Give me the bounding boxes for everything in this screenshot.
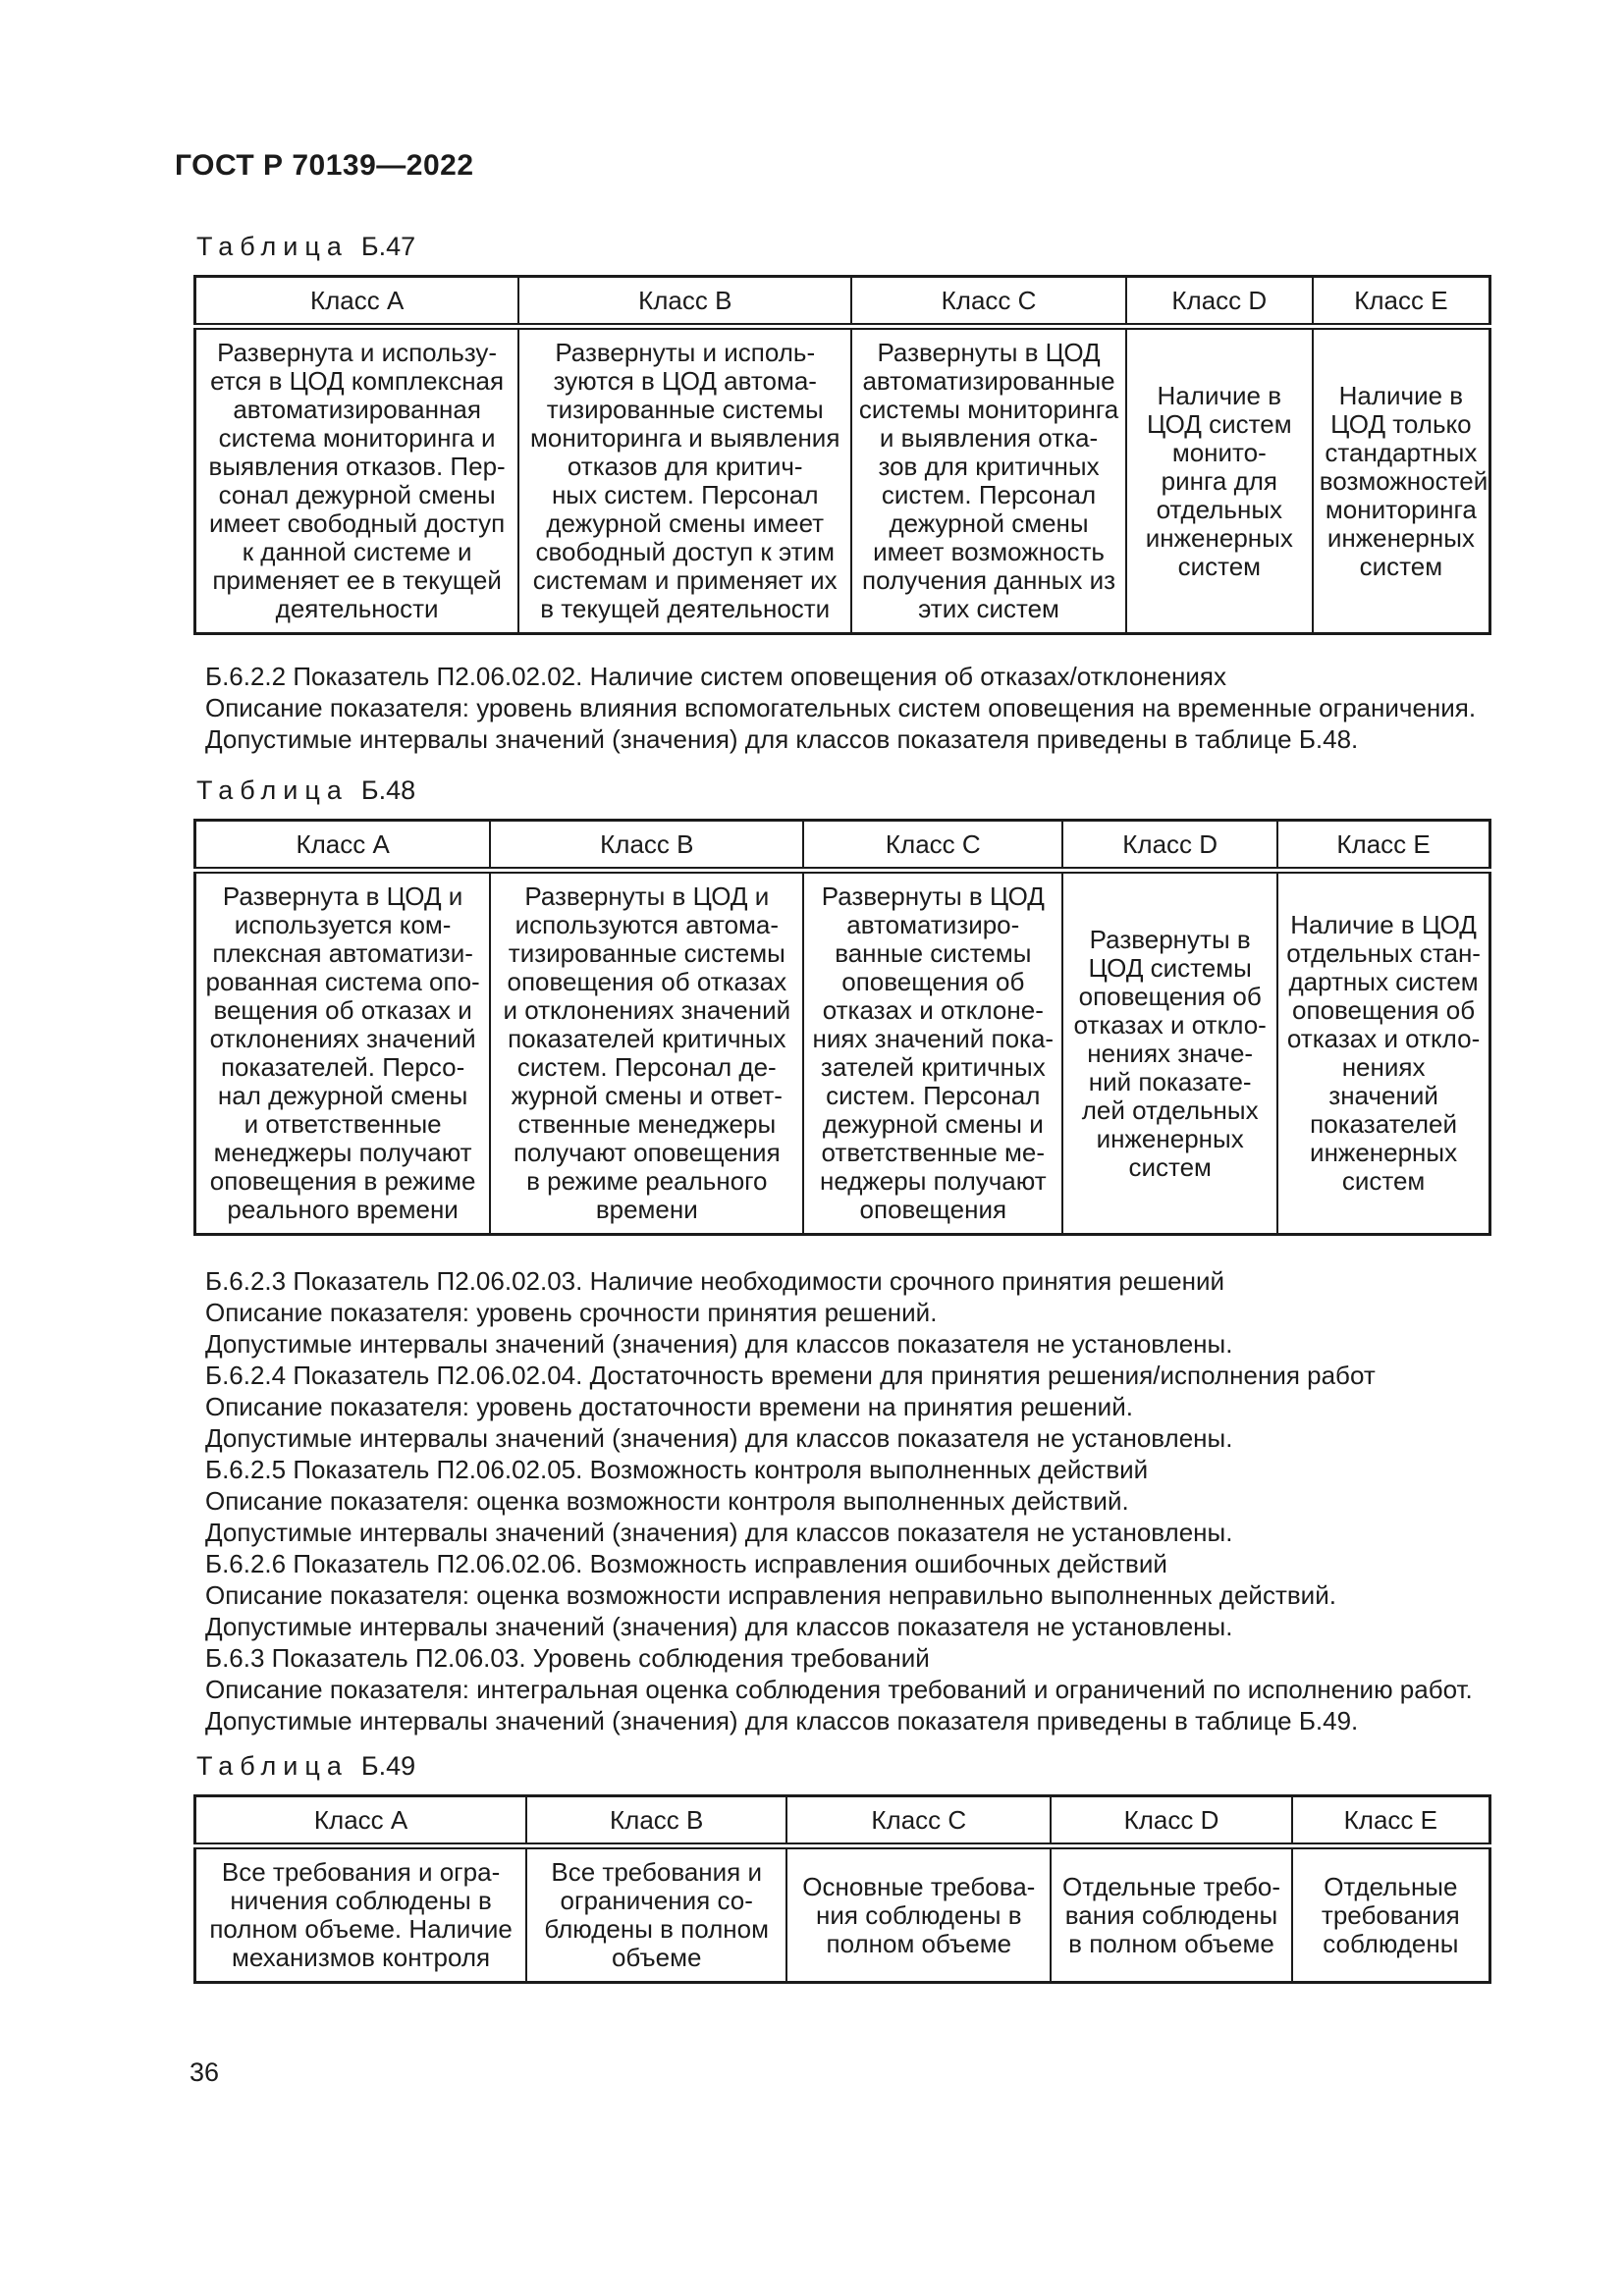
column-header-class-d: Класс D [1124,276,1313,330]
paragraph-line: Описание показателя: интегральная оценка… [205,1675,1473,1704]
cell-class-b: Развернуты и исполь- зуются в ЦОД автома… [517,326,852,634]
section-b623-b63: Б.6.2.3 Показатель П2.06.02.03. Наличие … [0,1265,1624,1736]
cell-class-e: Наличие в ЦОД отдельных стан- дартных си… [1276,870,1490,1235]
table-b48: Класс A Класс B Класс C Класс D Класс E … [193,819,1491,1236]
cell-class-c: Развернуты в ЦОД автоматизированные сист… [850,326,1126,634]
cell-class-b: Все требования и ограничения со- блюдены… [525,1845,787,1983]
column-header-class-b: Класс B [517,276,852,330]
paragraph-line: Допустимые интервалы значений (значения)… [205,1423,1233,1453]
column-header-class-c: Класс C [850,276,1126,330]
paragraph-line: Допустимые интервалы значений (значения)… [205,1612,1233,1641]
column-header-class-b: Класс B [489,820,804,874]
column-header-class-e: Класс E [1290,1795,1490,1849]
paragraph-line: Б.6.3 Показатель П2.06.03. Уровень соблю… [205,1643,930,1673]
cell-class-d: Развернуты в ЦОД системы оповещения об о… [1061,870,1278,1235]
section-b622: Б.6.2.2 Показатель П2.06.02.02. Наличие … [0,661,1624,755]
paragraph-line: Описание показателя: уровень влияния всп… [205,693,1477,722]
paragraph-line: Описание показателя: оценка возможности … [205,1580,1336,1610]
paragraph-line: Допустимые интервалы значений (значения)… [205,1329,1233,1359]
column-header-class-e: Класс E [1311,276,1490,330]
paragraph-line: Б.6.2.3 Показатель П2.06.02.03. Наличие … [205,1266,1225,1296]
cell-class-a: Развернута в ЦОД и используется ком- пле… [205,881,480,1224]
table-header-row: Класс A Класс B Класс C Класс D Класс E [194,1795,1490,1849]
paragraph-line: Описание показателя: оценка возможности … [205,1486,1129,1516]
paragraph-line: Б.6.2.2 Показатель П2.06.02.02. Наличие … [205,662,1226,691]
table-b47: Класс A Класс B Класс C Класс D Класс E … [193,275,1491,635]
paragraph-line: Описание показателя: уровень достаточнос… [205,1392,1133,1421]
column-header-class-d: Класс D [1061,820,1278,874]
table-body-row: Все требования и огра- ничения соблюдены… [195,1845,1490,1983]
column-header-class-a: Класс A [194,276,519,330]
cell-class-d: Наличие в ЦОД систем монито- ринга для о… [1124,326,1313,634]
table-caption-number: Б.47 [360,232,416,261]
table-caption-b48: Таблица Б.48 [196,775,1624,806]
paragraph-line: Допустимые интервалы значений (значения)… [205,1518,1233,1547]
table-header-row: Класс A Класс B Класс C Класс D Класс E [194,820,1490,874]
paragraph-line: Описание показателя: уровень срочности п… [205,1298,938,1327]
table-body-row: Развернута и использу- ется в ЦОД компле… [195,326,1490,634]
cell-class-c: Основные требова- ния соблюдены в полном… [785,1845,1052,1983]
table-caption-number: Б.49 [360,1751,416,1781]
column-header-class-a: Класс A [194,820,491,874]
cell-class-a: Развернута и использу- ется в ЦОД компле… [208,338,506,623]
paragraph-line: Допустимые интервалы значений (значения)… [205,724,1359,754]
paragraph-line: Допустимые интервалы значений (значения)… [205,1706,1359,1735]
table-caption-b47: Таблица Б.47 [196,232,1624,262]
column-header-class-c: Класс C [802,820,1063,874]
table-header-row: Класс A Класс B Класс C Класс D Класс E [194,276,1490,330]
cell-class-e: Наличие в ЦОД только стандартных возможн… [1311,326,1490,634]
table-b49: Класс A Класс B Класс C Класс D Класс E … [193,1794,1491,1984]
paragraph-line: Б.6.2.6 Показатель П2.06.02.06. Возможно… [205,1549,1167,1578]
cell-class-c: Развернуты в ЦОД автоматизиро- ванные си… [802,870,1063,1235]
column-header-class-e: Класс E [1276,820,1490,874]
doc-number-header: ГОСТ Р 70139—2022 [175,149,474,182]
cell-class-a: Все требования и огра- ничения соблюдены… [209,1857,513,1972]
table-caption-number: Б.48 [360,775,416,805]
column-header-class-b: Класс B [525,1795,787,1849]
cell-class-e: Отдельные требования соблюдены [1290,1845,1490,1983]
paragraph-line: Б.6.2.5 Показатель П2.06.02.05. Возможно… [205,1455,1149,1484]
cell-class-b: Развернуты в ЦОД и используются автома- … [489,870,804,1235]
table-caption-word: Таблица [196,1751,349,1781]
column-header-class-c: Класс C [785,1795,1052,1849]
table-caption-word: Таблица [196,775,349,805]
table-caption-b49: Таблица Б.49 [196,1751,1624,1782]
paragraph-line: Б.6.2.4 Показатель П2.06.02.04. Достаточ… [205,1361,1376,1390]
page-number: 36 [189,2057,220,2087]
column-header-class-a: Класс A [194,1795,527,1849]
table-caption-word: Таблица [196,232,349,261]
table-body-row: Развернута в ЦОД и используется ком- пле… [195,870,1490,1235]
column-header-class-d: Класс D [1050,1795,1292,1849]
cell-class-d: Отдельные требо- вания соблюдены в полно… [1050,1845,1292,1983]
